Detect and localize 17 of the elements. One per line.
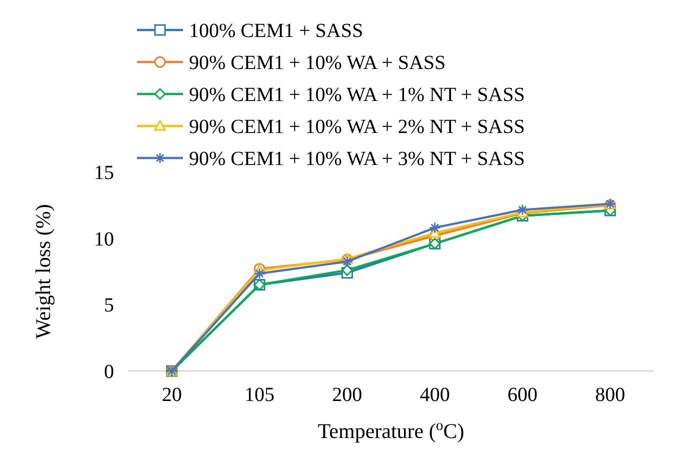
x-tick-label: 800: [595, 384, 626, 406]
x-tick-label: 400: [420, 384, 450, 406]
x-tick-label: 200: [332, 384, 362, 406]
x-tick-label: 105: [244, 384, 274, 406]
legend-label: 90% CEM1 + 10% WA + 1% NT + SASS: [189, 84, 525, 106]
y-axis-title: Weight loss (%): [31, 204, 55, 339]
x-tick-label: 20: [162, 384, 182, 406]
y-tick-label: 15: [94, 162, 114, 184]
x-axis-title: Temperature ($^{o}$C): [318, 418, 464, 443]
legend-label: 100% CEM1 + SASS: [189, 20, 364, 42]
y-tick-label: 0: [104, 361, 114, 383]
y-tick-label: 10: [94, 228, 114, 250]
y-tick-label: 5: [104, 294, 114, 317]
legend-label: 90% CEM1 + 10% WA + SASS: [189, 52, 446, 74]
x-tick-label: 600: [508, 384, 538, 406]
legend-label: 90% CEM1 + 10% WA + 2% NT + SASS: [189, 116, 525, 138]
legend-label: 90% CEM1 + 10% WA + 3% NT + SASS: [189, 148, 525, 170]
